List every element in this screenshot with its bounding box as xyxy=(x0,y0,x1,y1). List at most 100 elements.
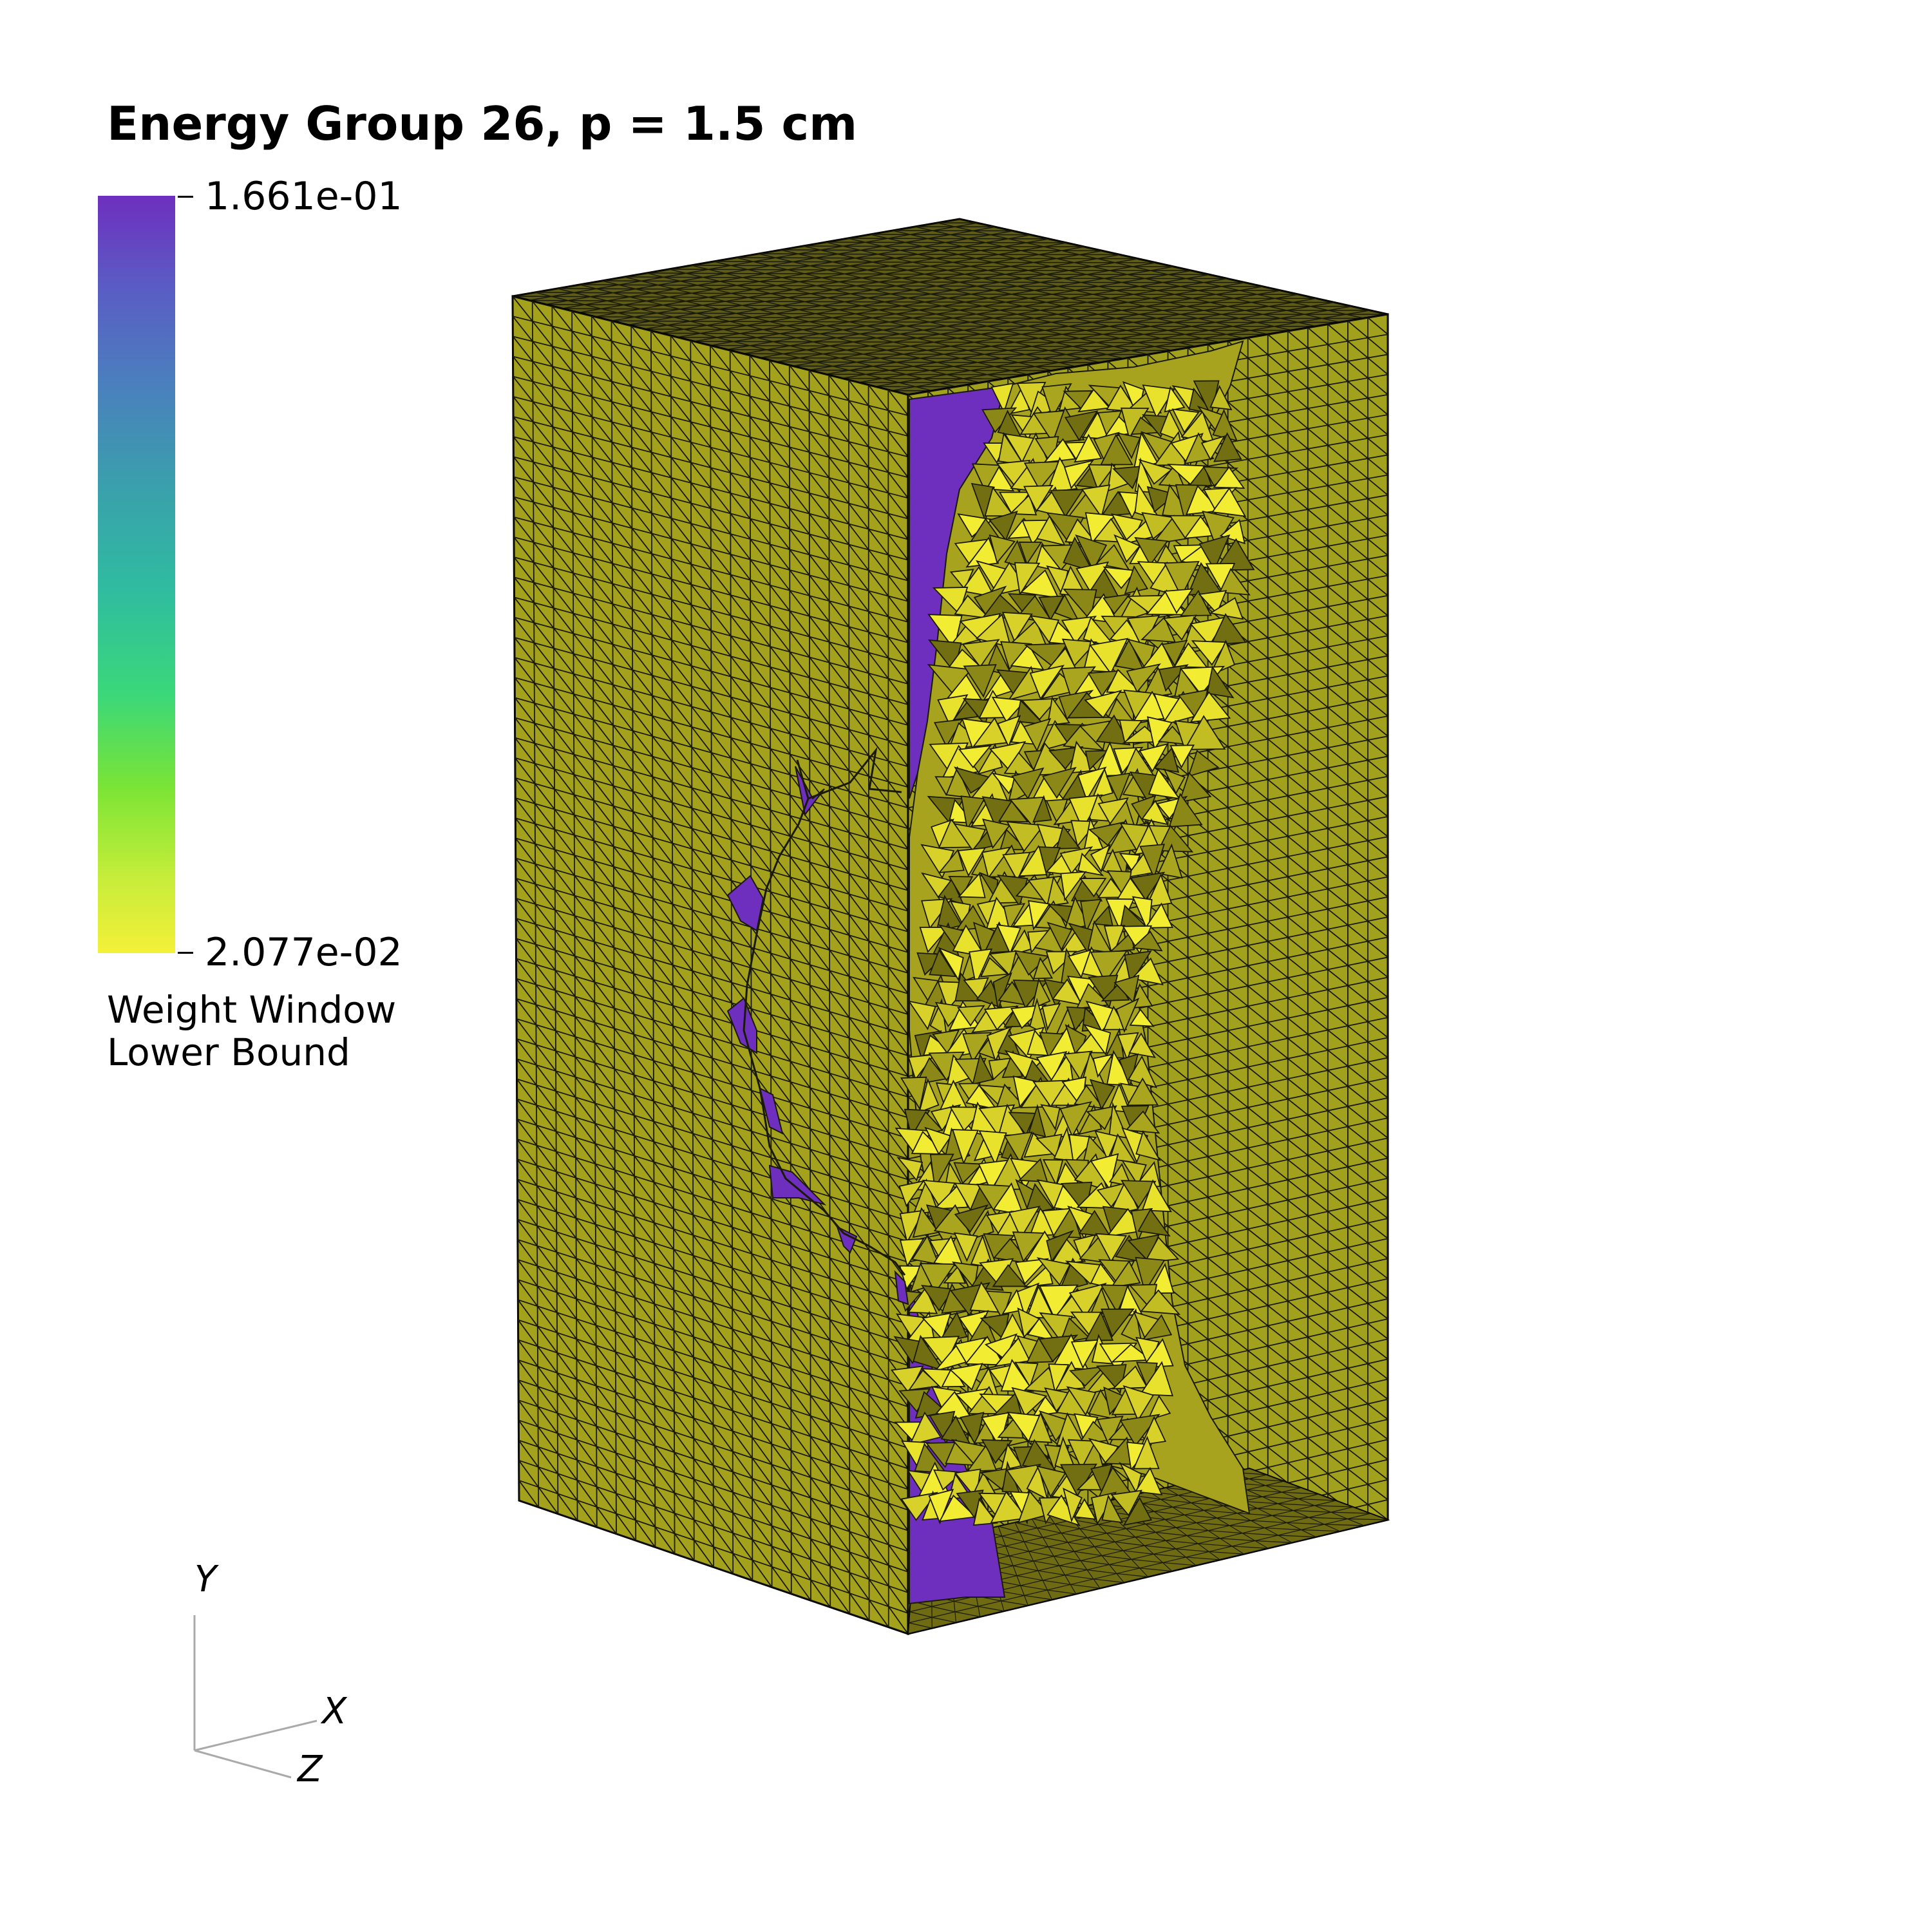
front-mesh-diagonal xyxy=(810,1026,831,1054)
front-mesh-diagonal xyxy=(789,426,810,453)
back-mesh-diagonal xyxy=(1367,478,1388,496)
front-mesh-diagonal xyxy=(614,1271,636,1298)
front-mesh-diagonal xyxy=(888,1482,908,1511)
front-mesh-diagonal xyxy=(887,1132,908,1159)
back-mesh-diagonal xyxy=(1307,751,1329,769)
front-mesh-diagonal xyxy=(574,915,595,942)
back-mesh-diagonal xyxy=(1347,1005,1368,1023)
front-mesh-diagonal xyxy=(887,967,908,994)
front-mesh-diagonal xyxy=(887,740,908,767)
back-mesh-diagonal xyxy=(1327,565,1349,583)
floor-mesh-diagonal xyxy=(1187,1535,1220,1539)
front-mesh-diagonal xyxy=(848,379,869,406)
front-mesh-diagonal xyxy=(868,858,889,886)
front-mesh-diagonal xyxy=(554,929,576,957)
floor-mesh-diagonal xyxy=(1024,1595,1052,1600)
front-mesh-diagonal xyxy=(612,603,633,630)
back-mesh-diagonal xyxy=(1307,1336,1329,1354)
back-mesh-diagonal xyxy=(1347,320,1368,339)
back-mesh-diagonal xyxy=(1188,1038,1209,1056)
back-mesh-diagonal xyxy=(1188,1262,1209,1279)
isosurface-facet xyxy=(1121,1159,1147,1187)
back-mesh-diagonal xyxy=(1267,334,1289,352)
front-mesh-diagonal xyxy=(654,1405,675,1433)
back-mesh-diagonal xyxy=(1267,576,1289,594)
front-mesh-diagonal xyxy=(750,477,771,504)
back-mesh-diagonal xyxy=(1247,1410,1269,1428)
front-mesh-diagonal xyxy=(711,915,732,942)
front-mesh-diagonal xyxy=(829,1442,850,1470)
back-mesh-diagonal xyxy=(1327,969,1349,987)
back-mesh-diagonal xyxy=(1208,1237,1229,1255)
patch-6 xyxy=(836,1226,858,1254)
front-mesh-diagonal xyxy=(771,1546,792,1574)
floor-mesh-diagonal xyxy=(1314,1505,1354,1508)
isosurface-facet xyxy=(896,1157,923,1182)
front-mesh-diagonal xyxy=(887,658,908,685)
back-mesh-diagonal xyxy=(1208,1318,1229,1336)
front-mesh-diagonal xyxy=(712,1057,733,1085)
isosurface-facet xyxy=(1011,1387,1048,1417)
front-mesh-diagonal xyxy=(770,973,791,1001)
isosurface-facet xyxy=(1106,772,1131,804)
back-mesh-diagonal xyxy=(1247,560,1269,578)
back-mesh-diagonal xyxy=(1227,1395,1249,1412)
front-mesh-diagonal xyxy=(692,1275,714,1303)
front-mesh-diagonal xyxy=(750,824,772,852)
front-mesh-diagonal xyxy=(556,1211,577,1239)
back-mesh-diagonal xyxy=(1247,1228,1269,1245)
front-mesh-diagonal xyxy=(691,808,712,835)
front-mesh-diagonal xyxy=(576,1399,597,1427)
front-mesh-diagonal xyxy=(532,361,553,387)
front-mesh-diagonal xyxy=(790,1429,811,1457)
front-mesh-diagonal xyxy=(770,871,791,898)
isosurface-facet xyxy=(913,1178,939,1215)
front-mesh-diagonal xyxy=(557,1493,578,1521)
front-mesh-diagonal xyxy=(887,1070,908,1097)
front-mesh-diagonal xyxy=(634,1216,655,1244)
back-mesh-diagonal xyxy=(1327,444,1349,463)
front-mesh-diagonal xyxy=(593,901,614,928)
front-mesh-diagonal xyxy=(829,1340,850,1368)
isosurface-facet xyxy=(1036,1257,1071,1286)
front-mesh-diagonal xyxy=(693,1479,714,1507)
front-mesh-diagonal xyxy=(517,1239,538,1267)
back-mesh-diagonal xyxy=(1287,411,1309,430)
front-mesh-diagonal xyxy=(848,482,869,509)
front-mesh-diagonal xyxy=(692,1153,714,1181)
front-mesh-diagonal xyxy=(808,472,830,499)
isosurface-facet xyxy=(1003,1132,1033,1164)
floor-mesh-diagonal xyxy=(1094,1546,1124,1551)
front-mesh-diagonal xyxy=(554,829,575,856)
isosurface-facet xyxy=(1042,1159,1064,1187)
back-mesh-diagonal xyxy=(1208,790,1229,808)
front-mesh-diagonal xyxy=(513,476,534,503)
back-mesh-diagonal xyxy=(1347,884,1368,902)
front-mesh-diagonal xyxy=(789,467,810,494)
axis-label-y: Y xyxy=(194,1558,217,1600)
isosurface-facet xyxy=(1117,1032,1139,1061)
back-mesh-diagonal xyxy=(1327,1412,1349,1430)
front-mesh-diagonal xyxy=(770,585,791,612)
front-mesh-diagonal xyxy=(790,1307,811,1334)
front-mesh-diagonal xyxy=(849,1490,870,1518)
floor-mesh-diagonal xyxy=(1278,1535,1316,1538)
front-mesh-diagonal xyxy=(556,1292,577,1320)
front-mesh-diagonal xyxy=(515,978,536,1005)
floor-mesh-diagonal xyxy=(1166,1540,1198,1544)
front-mesh-diagonal xyxy=(809,554,830,581)
back-mesh-diagonal xyxy=(1287,654,1309,672)
front-mesh-diagonal xyxy=(770,625,791,652)
back-mesh-diagonal xyxy=(1247,904,1269,922)
front-mesh-diagonal xyxy=(710,365,731,392)
front-mesh-diagonal xyxy=(848,421,869,448)
back-mesh-diagonal xyxy=(1347,643,1368,660)
back-mesh-diagonal xyxy=(1287,350,1309,369)
back-mesh-diagonal xyxy=(1167,1205,1189,1222)
front-mesh-diagonal xyxy=(553,627,574,654)
isosurface-facet xyxy=(1171,408,1200,434)
patch-4 xyxy=(759,1087,784,1135)
front-mesh-diagonal xyxy=(672,782,693,809)
back-mesh-diagonal xyxy=(1327,626,1349,644)
